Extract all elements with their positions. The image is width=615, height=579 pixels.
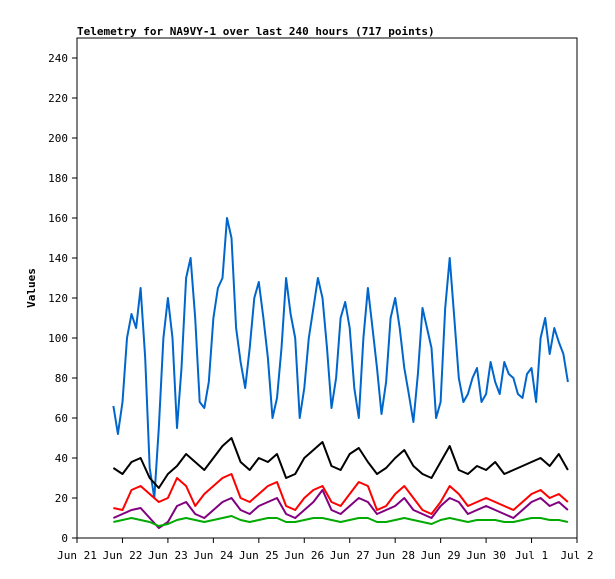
x-tick-label: Jun 24 — [193, 549, 233, 562]
series-line-0 — [112, 217, 569, 499]
x-axis: Jun 21 Jun 22 Jun 23 Jun 24 Jun 25 Jun 26 Jun … — [57, 538, 594, 562]
chart-title: Telemetry for NA9VY-1 over last 240 hour… — [77, 25, 435, 38]
x-tick-label: Jul 2 — [560, 549, 593, 562]
x-tick-label: Jun 25 — [239, 549, 279, 562]
y-tick-label: 60 — [55, 412, 68, 425]
y-axis: 0 20 40 60 80 100 120 140 160 180 200 220 240 — [48, 52, 77, 545]
y-tick-label: 40 — [55, 452, 68, 465]
y-axis-label: Values — [25, 268, 38, 308]
x-tick-label: Jun 26 — [284, 549, 324, 562]
series-line-2 — [113, 473, 569, 515]
y-tick-label: 100 — [48, 332, 68, 345]
x-tick-label: Jun 28 — [375, 549, 415, 562]
y-tick-label: 160 — [48, 212, 68, 225]
x-tick-label: Jun 23 — [148, 549, 188, 562]
y-tick-label: 80 — [55, 372, 68, 385]
y-tick-label: 140 — [48, 252, 68, 265]
x-tick-label: Jun 21 — [57, 549, 97, 562]
x-tick-label: Jun 22 — [103, 549, 143, 562]
series-line-1 — [112, 437, 569, 489]
y-tick-label: 180 — [48, 172, 68, 185]
y-tick-label: 220 — [48, 92, 68, 105]
x-tick-label: Jun 29 — [421, 549, 461, 562]
x-tick-label: Jul 1 — [515, 549, 548, 562]
plot-frame — [76, 37, 578, 539]
series-lines — [112, 217, 569, 529]
y-tick-label: 0 — [61, 532, 68, 545]
y-tick-label: 240 — [48, 52, 68, 65]
y-tick-label: 200 — [48, 132, 68, 145]
y-tick-label: 20 — [55, 492, 68, 505]
x-tick-label: Jun 27 — [330, 549, 370, 562]
series-line-3 — [112, 489, 569, 529]
y-tick-label: 120 — [48, 292, 68, 305]
x-tick-label: Jun 30 — [466, 549, 506, 562]
series-line-4 — [113, 515, 569, 527]
